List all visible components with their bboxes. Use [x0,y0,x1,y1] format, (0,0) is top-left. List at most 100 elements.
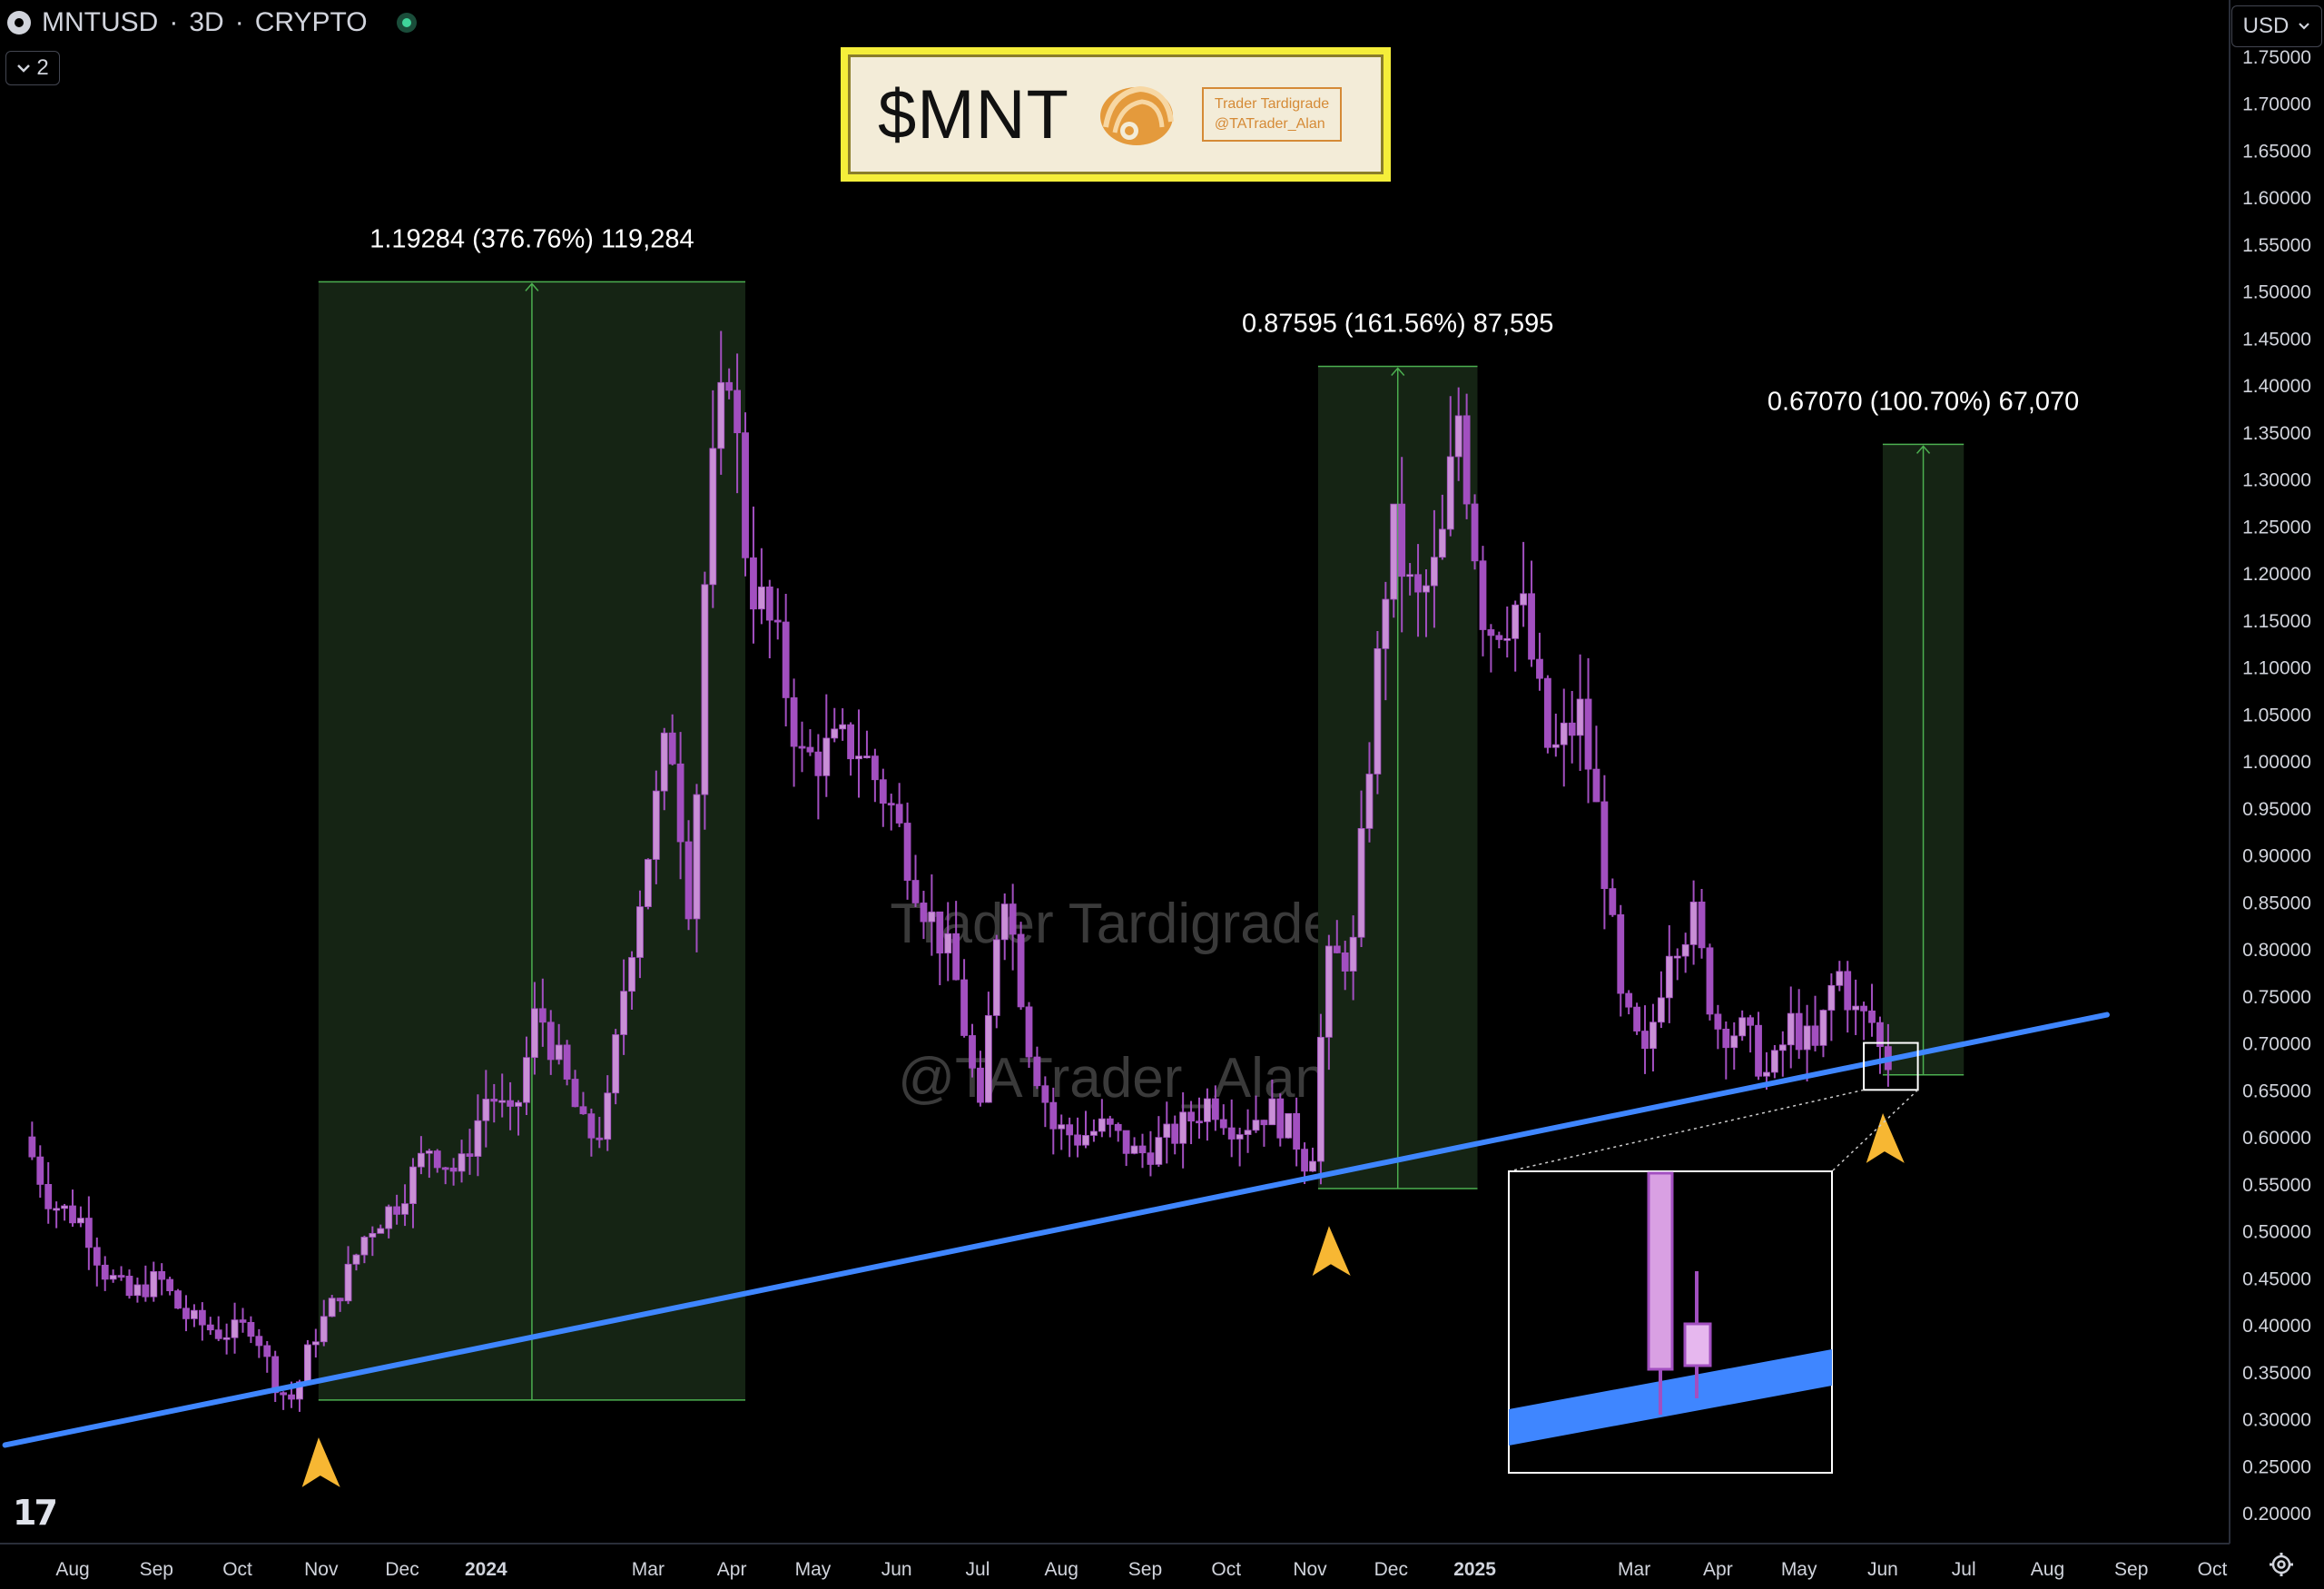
time-tick-label: Sep [1128,1559,1162,1580]
candle-body [206,1324,214,1331]
price-tick-label: 0.40000 [2242,1316,2311,1337]
buy-arrow-marker[interactable] [1863,1110,1907,1167]
candle-body [660,732,668,792]
candle-body [1106,1118,1114,1125]
candle-body [1398,503,1406,577]
candle-body [1236,1134,1244,1140]
time-tick-label: Aug [2031,1559,2064,1580]
gear-icon[interactable] [2268,1551,2295,1578]
interval-label[interactable]: 3D [189,7,224,37]
candle-body [296,1381,303,1400]
time-tick-label: Oct [2198,1559,2228,1580]
candle-body [1868,1010,1876,1023]
highlight-box[interactable] [1863,1041,1919,1091]
candle-body [652,790,660,860]
candle-body [693,794,701,920]
candle-body [1017,933,1025,1008]
candle-body [1852,1005,1860,1011]
candle-body [1479,560,1487,630]
candle-body [263,1345,271,1357]
candle-body [1171,1123,1179,1144]
symbol-name[interactable]: MNTUSD [42,7,159,37]
candle-body [1592,768,1600,803]
candle-body [1512,604,1520,639]
candle-body [1122,1130,1130,1154]
range-label: 0.67070 (100.70%) 67,070 [1768,387,2079,416]
candle-body [1074,1134,1081,1146]
candle-body [1341,952,1349,972]
candle-body [855,755,862,760]
candle-body [1382,598,1390,649]
symbol-header[interactable]: MNTUSD · 3D · CRYPTO [7,7,417,38]
price-tick-label: 0.70000 [2242,1034,2311,1055]
candle-body [1625,992,1633,1008]
candle-body [668,732,676,765]
candle-body [1836,971,1844,986]
buy-arrow-marker[interactable] [299,1434,343,1491]
candle-body [482,1099,490,1121]
candle-body [182,1308,190,1319]
candle-body [158,1271,166,1280]
candle-body [757,586,765,610]
candle-body [1657,997,1665,1023]
time-tick-label: Aug [55,1559,89,1580]
candle-body [1390,503,1398,600]
candle-body [401,1203,409,1215]
price-axis[interactable]: 1.75000 1.70000 1.65000 1.60000 1.55000 1.500… [2242,47,2311,1525]
price-tick-label: 0.30000 [2242,1410,2311,1431]
price-tick-label: 1.20000 [2242,564,2311,585]
candle-body [798,745,806,749]
inset-connector [1831,1089,1919,1172]
badge-ticker: $MNT [878,75,1069,153]
candle-body [1009,903,1017,935]
candle-body [1689,901,1698,945]
indicators-toggle[interactable]: 2 [5,51,60,85]
candle-body [1503,637,1512,641]
candle-body [782,621,790,698]
candle-body [1763,1071,1770,1077]
price-tick-label: 0.75000 [2242,987,2311,1008]
time-tick-label: Oct [1211,1559,1241,1580]
buy-arrow-marker[interactable] [1309,1222,1354,1279]
inset-candle-body [1647,1171,1674,1371]
candle-body [1155,1137,1163,1165]
tradingview-logo[interactable]: 17 [13,1493,58,1533]
candle-body [806,746,814,753]
candle-body [1163,1123,1171,1139]
candle-body [1025,1006,1033,1058]
time-axis[interactable]: Aug Sep Oct Nov Dec 2024 Mar Apr May Jun Jul Aug Sep… [55,1559,2227,1580]
price-tick-label: 1.65000 [2242,141,2311,162]
candle-body [944,933,952,954]
price-tick-label: 1.15000 [2242,611,2311,632]
candle-body [142,1284,150,1298]
price-tick-label: 1.45000 [2242,329,2311,350]
candle-body [587,1113,596,1139]
candle-body [433,1150,441,1169]
candle-body [125,1276,133,1297]
currency-selector[interactable]: USD [2231,5,2322,47]
candle-body [77,1218,84,1224]
candle-body [231,1319,239,1338]
candle-body [1147,1152,1155,1165]
candle-body [1673,955,1681,959]
candle-body [1049,1101,1058,1130]
price-tick-label: 0.20000 [2242,1504,2311,1525]
symbol-icon [7,11,31,35]
support-trendline[interactable] [2,1012,2110,1448]
candle-body [1090,1130,1098,1136]
time-tick-label: Sep [140,1559,173,1580]
time-tick-label: Apr [717,1559,747,1580]
price-tick-label: 0.55000 [2242,1175,2311,1196]
market-status-icon [396,13,417,33]
candle-body [304,1344,311,1383]
candle-body [360,1237,369,1256]
candle-body [377,1228,385,1234]
candle-body [523,1057,530,1103]
candle-body [1301,1149,1308,1172]
candle-body [425,1150,433,1154]
candle-body [765,586,773,621]
price-tick-label: 0.50000 [2242,1222,2311,1243]
candle-body [895,804,903,824]
candle-body [53,1208,61,1211]
